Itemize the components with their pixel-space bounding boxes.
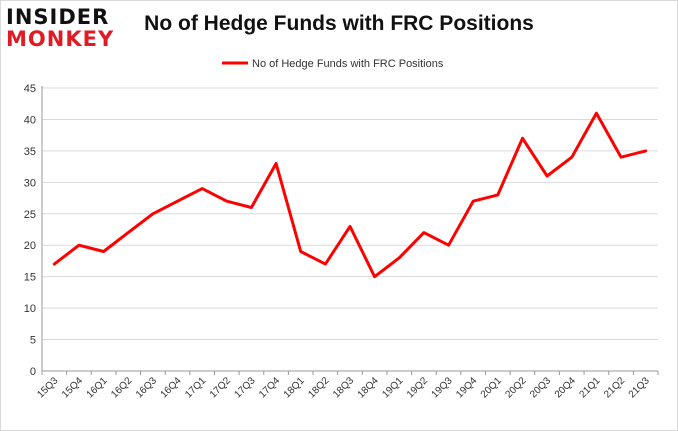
legend-label: No of Hedge Funds with FRC Positions bbox=[252, 58, 444, 70]
insider-monkey-logo: INSIDER MONKEY bbox=[6, 6, 126, 56]
x-tick-label: 18Q3 bbox=[331, 375, 356, 400]
logo-line-1: INSIDER bbox=[6, 5, 110, 29]
y-tick-label: 35 bbox=[24, 146, 36, 158]
x-tick-label: 17Q3 bbox=[232, 375, 257, 400]
x-tick-label: 17Q4 bbox=[257, 375, 282, 400]
y-tick-label: 5 bbox=[30, 335, 36, 347]
y-tick-label: 40 bbox=[24, 114, 36, 126]
x-tick-label: 16Q2 bbox=[109, 375, 134, 400]
y-tick-label: 10 bbox=[24, 303, 36, 315]
x-tick-label: 20Q4 bbox=[553, 375, 578, 400]
x-tick-label: 15Q3 bbox=[35, 375, 60, 400]
y-tick-label: 45 bbox=[24, 83, 36, 95]
y-tick-label: 30 bbox=[24, 177, 36, 189]
y-tick-label: 15 bbox=[24, 272, 36, 284]
x-tick-label: 18Q4 bbox=[356, 375, 381, 400]
legend: No of Hedge Funds with FRC Positions bbox=[222, 58, 444, 70]
x-tick-label: 20Q1 bbox=[479, 375, 504, 400]
x-tick-label: 16Q3 bbox=[134, 375, 159, 400]
x-tick-label: 21Q2 bbox=[602, 375, 627, 400]
x-tick-label: 19Q4 bbox=[454, 375, 479, 400]
y-tick-label: 0 bbox=[30, 366, 36, 378]
x-tick-label: 19Q2 bbox=[405, 375, 430, 400]
grid-lines bbox=[42, 87, 658, 341]
x-tick-label: 15Q4 bbox=[60, 375, 85, 400]
x-tick-label: 16Q1 bbox=[85, 375, 110, 400]
x-tick-label: 18Q2 bbox=[306, 375, 331, 400]
series-line bbox=[52, 111, 648, 279]
x-tick-label: 17Q2 bbox=[208, 375, 233, 400]
x-tick-label: 19Q3 bbox=[430, 375, 455, 400]
y-tick-label: 25 bbox=[24, 209, 36, 221]
series-lines bbox=[52, 111, 648, 279]
x-tick-label: 20Q3 bbox=[528, 375, 553, 400]
x-tick-label: 19Q1 bbox=[380, 375, 405, 400]
x-tick-label: 21Q3 bbox=[627, 375, 652, 400]
chart-title: No of Hedge Funds with FRC Positions bbox=[144, 12, 534, 35]
x-tick-label: 18Q1 bbox=[282, 375, 307, 400]
logo-line-2: MONKEY bbox=[6, 27, 115, 51]
x-tick-label: 17Q1 bbox=[183, 375, 208, 400]
y-tick-label: 20 bbox=[24, 240, 36, 252]
x-tick-label: 20Q2 bbox=[504, 375, 529, 400]
x-tick-label: 16Q4 bbox=[159, 375, 184, 400]
x-tick-label: 21Q1 bbox=[577, 375, 602, 400]
